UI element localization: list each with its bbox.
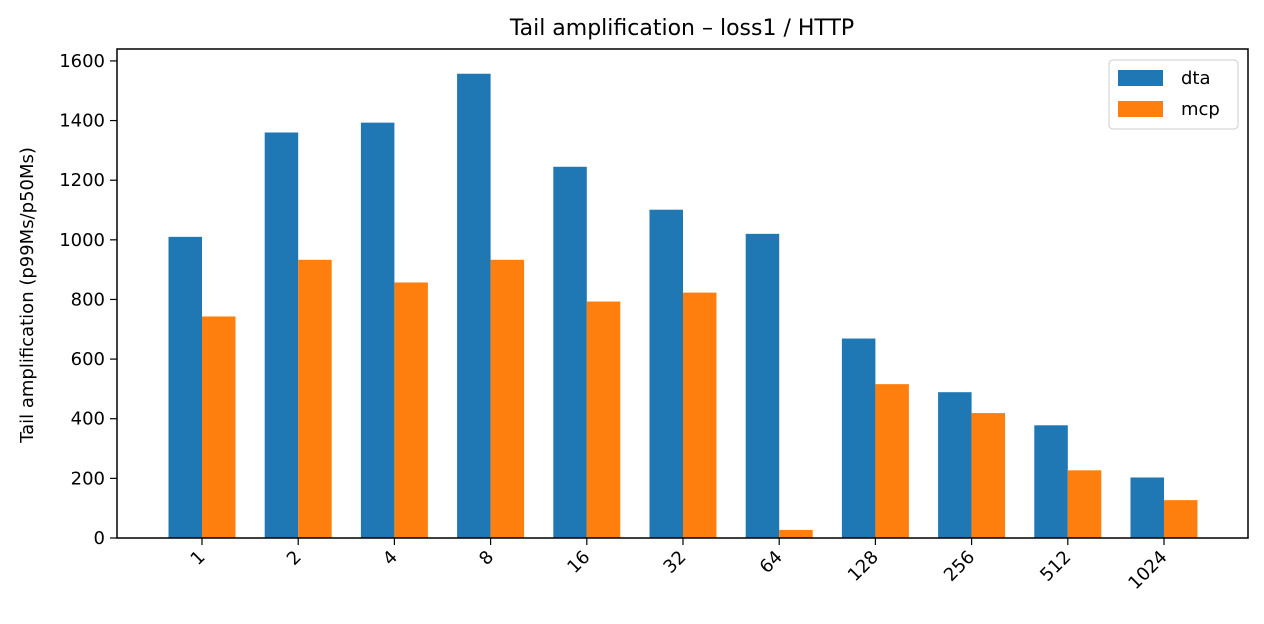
x-tick-label: 1 [187,547,210,570]
bar-mcp-32 [683,292,717,538]
y-tick-label: 1600 [59,51,105,72]
bar-dta-2 [264,132,299,539]
x-tick-label: 512 [1036,547,1075,586]
x-tick-label: 2 [283,547,306,570]
y-tick-label: 600 [71,349,105,370]
legend: dta mcp [1108,59,1239,130]
legend-label-dta: dta [1181,68,1211,89]
y-tick-label: 800 [71,289,105,310]
bar-dta-512 [1034,425,1068,538]
bar-mcp-2 [298,259,332,538]
y-tick-label: 1200 [59,170,105,191]
chart-title: Tail amplification – loss1 / HTTP [509,16,854,41]
bar-mcp-16 [586,301,621,538]
legend-label-mcp: mcp [1181,99,1220,120]
legend-swatch-dta [1118,70,1163,86]
x-tick-label: 32 [659,547,690,578]
plot-area: 0 200 400 600 800 1000 1200 1400 1600 1 2 4 8 16 32 64 1… [59,51,1198,594]
y-tick-label: 200 [71,468,105,489]
bar-dta-256 [938,392,972,538]
bar-mcp-64 [779,529,813,538]
bar-mcp-8 [490,259,525,538]
legend-swatch-mcp [1118,101,1163,117]
bar-dta-4 [360,122,395,539]
bar-dta-16 [553,166,587,538]
y-axis-title: Tail amplification (p99Ms/p50Ms) [17,147,38,444]
bar-mcp-128 [875,384,909,538]
x-tick-label: 1024 [1124,547,1171,594]
bar-dta-32 [649,209,683,538]
x-tick-label: 64 [756,547,787,578]
x-tick-label: 8 [475,547,498,570]
x-tick-label: 4 [379,547,402,570]
bar-mcp-256 [971,413,1006,538]
bar-mcp-1 [202,316,236,538]
bar-dta-128 [841,338,876,538]
bar-dta-64 [745,233,780,539]
bar-dta-1 [168,236,202,538]
x-tick-label: 16 [563,547,594,578]
y-tick-label: 0 [94,528,105,549]
bar-mcp-512 [1067,470,1102,538]
x-tick-label: 128 [844,547,883,586]
y-tick-label: 1000 [59,230,105,251]
x-tick-label: 256 [940,547,979,586]
bar-dta-1024 [1130,477,1164,538]
plot-frame [116,48,1249,539]
y-tick-label: 1400 [59,111,105,132]
bar-mcp-4 [394,282,428,538]
bar-dta-8 [457,73,491,538]
y-tick-label: 400 [71,409,105,430]
bar-mcp-1024 [1164,500,1198,538]
